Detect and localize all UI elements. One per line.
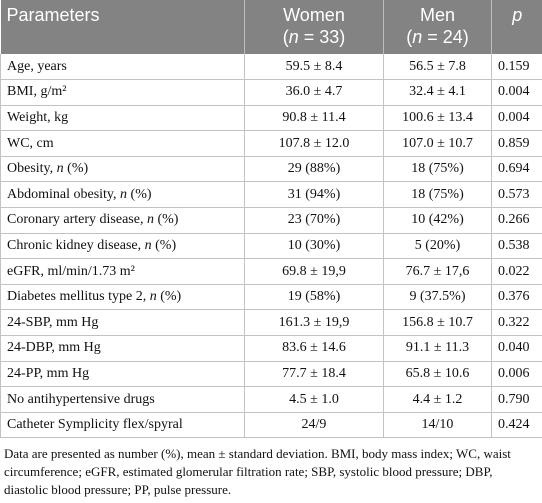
cell: 4.4 ± 1.2 [383,386,492,413]
table-row: Abdominal obesity, n (%) 31 (94%) 18 (75%)… [0,181,542,209]
cell: 29 (88%) [244,156,384,183]
cell: 0.790 [491,386,542,413]
cell: 0.022 [491,258,542,285]
cell: 0.040 [491,335,542,362]
cell: 4.5 ± 1.0 [244,386,384,413]
cell: 19 (58%) [244,284,384,311]
table-row: 24-SBP, mm Hg 161.3 ± 19,9 156.8 ± 10.7 0.3… [0,309,542,337]
cell: 36.0 ± 4.7 [244,79,384,106]
table-row: 24-PP, mm Hg 77.7 ± 18.4 65.8 ± 10.6 0.006 [0,361,542,388]
cell: 0.538 [491,233,542,260]
row-label: No antihypertensive drugs [0,386,245,413]
header-label: Men [419,5,455,25]
cell: 31 (94%) [244,181,384,209]
table-row: Age, years 59.5 ± 8.4 56.5 ± 7.8 0.159 [0,54,542,81]
cell: 0.159 [491,54,542,81]
table-row: WC, cm 107.8 ± 12.0 107.0 ± 10.7 0.859 [0,130,542,157]
cell: 0.266 [491,207,542,234]
cell: 0.004 [491,105,542,132]
header-row: Parameters Women (n = 33) Men (n = 24) p [0,0,542,54]
cell: 91.1 ± 11.3 [383,335,492,362]
cell: 5 (20%) [383,233,492,260]
header-label: Women [283,5,345,25]
row-label: Weight, kg [0,105,245,132]
cell: 76.7 ± 17,6 [383,258,492,285]
cell: 24/9 [244,412,384,439]
row-label: WC, cm [0,130,245,157]
cell: 0.322 [491,309,542,337]
row-label: Diabetes mellitus type 2, n (%) [0,284,245,311]
table-row: eGFR, ml/min/1.73 m² 69.8 ± 19,9 76.7 ± 17… [0,258,542,285]
cell: 107.0 ± 10.7 [383,130,492,157]
cell: 10 (30%) [244,233,384,260]
row-label: 24-DBP, mm Hg [0,335,245,362]
cell: 18 (75%) [383,181,492,209]
row-label: 24-SBP, mm Hg [0,309,245,337]
cell: 0.004 [491,79,542,106]
header-cell: Men (n = 24) [383,0,492,54]
table-row: BMI, g/m² 36.0 ± 4.7 32.4 ± 4.1 0.004 [0,79,542,106]
cell: 0.573 [491,181,542,209]
cell: 90.8 ± 11.4 [244,105,384,132]
header-sub: (n = 24) [406,27,469,47]
row-label: Catheter Symplicity flex/spyral [0,412,245,439]
table-row: 24-DBP, mm Hg 83.6 ± 14.6 91.1 ± 11.3 0.040 [0,335,542,362]
row-label: BMI, g/m² [0,79,245,106]
footnote: Data are presented as number (%), mean ±… [4,446,511,498]
cell: 107.8 ± 12.0 [244,130,384,157]
cell: 10 (42%) [383,207,492,234]
cell: 23 (70%) [244,207,384,234]
header-sub: (n = 33) [282,27,346,47]
table-row: Chronic kidney disease, n (%) 10 (30%) 5 (… [0,233,542,260]
cell: 0.859 [491,130,542,157]
table-row: Coronary artery disease, n (%) 23 (70%) 10… [0,207,542,234]
cell: 161.3 ± 19,9 [244,309,384,337]
header-cell: Women (n = 33) [244,0,384,54]
cell: 83.6 ± 14.6 [244,335,384,362]
cell: 0.376 [491,284,542,311]
cell: 65.8 ± 10.6 [383,361,492,388]
cell: 100.6 ± 13.4 [383,105,492,132]
cell: 0.006 [491,361,542,388]
cell: 59.5 ± 8.4 [244,54,384,81]
cell: 14/10 [383,412,492,439]
cell: 9 (37.5%) [383,284,492,311]
cell: 77.7 ± 18.4 [244,361,384,388]
row-label: Chronic kidney disease, n (%) [0,233,245,260]
cell: 0.424 [491,412,542,439]
table-row: Diabetes mellitus type 2, n (%) 19 (58%) 9… [0,284,542,311]
cell: 18 (75%) [383,156,492,183]
cell: 156.8 ± 10.7 [383,309,492,337]
table-row: No antihypertensive drugs 4.5 ± 1.0 4.4 ± … [0,386,542,413]
cell: 32.4 ± 4.1 [383,79,492,106]
data-table: Parameters Women (n = 33) Men (n = 24) p A… [0,0,542,439]
row-label: Coronary artery disease, n (%) [0,207,245,234]
cell: 69.8 ± 19,9 [244,258,384,285]
row-label: Age, years [0,54,245,81]
row-label: Obesity, n (%) [0,156,245,183]
table-row: Weight, kg 90.8 ± 11.4 100.6 ± 13.4 0.004 [0,105,542,132]
cell: 0.694 [491,156,542,183]
row-label: 24-PP, mm Hg [0,361,245,388]
header-cell: Parameters [0,0,245,54]
row-label: eGFR, ml/min/1.73 m² [0,258,245,285]
table-row: Obesity, n (%) 29 (88%) 18 (75%) 0.694 [0,156,542,183]
table-row: Catheter Symplicity flex/spyral 24/9 14/10… [0,412,542,439]
header-cell: p [491,0,542,54]
row-label: Abdominal obesity, n (%) [0,181,245,209]
cell: 56.5 ± 7.8 [383,54,492,81]
